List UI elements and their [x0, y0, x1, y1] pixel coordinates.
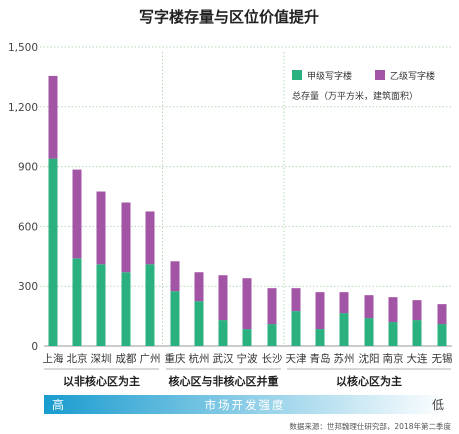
- legend-label-grade-b: 乙级写字楼: [390, 70, 435, 82]
- bar-grade-a: [315, 329, 325, 346]
- bar-grade-b: [437, 304, 447, 325]
- x-tick-label: 广州: [140, 353, 161, 365]
- bar-grade-b: [242, 278, 252, 330]
- bar-grade-a: [242, 329, 252, 346]
- bar-grade-a: [291, 311, 301, 346]
- bar-grade-a: [364, 318, 374, 346]
- y-tick-label: 300: [18, 281, 38, 293]
- legend-note: 总存量（万平方米，建筑面积）: [292, 90, 418, 102]
- bar-grade-a: [145, 264, 155, 346]
- y-tick-label: 600: [18, 221, 38, 233]
- x-tick-label: 上海: [43, 352, 64, 365]
- x-tick-label: 武汉: [213, 352, 234, 365]
- bar-grade-a: [412, 320, 422, 346]
- x-tick-label: 苏州: [334, 352, 355, 365]
- bar-grade-b: [194, 272, 204, 302]
- y-tick-label: 1,500: [8, 42, 38, 54]
- bar-grade-b: [170, 261, 180, 292]
- bar-grade-a: [339, 313, 349, 346]
- x-tick-label: 深圳: [91, 353, 112, 365]
- bar-grade-a: [170, 291, 180, 346]
- y-tick-label: 1,200: [8, 102, 38, 114]
- bar-grade-a: [218, 320, 228, 346]
- bar-grade-a: [194, 301, 204, 346]
- x-tick-label: 南京: [383, 352, 404, 365]
- x-tick-label: 重庆: [165, 352, 186, 365]
- bar-grade-b: [72, 169, 82, 259]
- bar-grade-b: [145, 211, 155, 265]
- gradient-center-label: 市场开发强度: [205, 398, 286, 412]
- bar-grade-a: [48, 158, 58, 346]
- bar-grade-b: [364, 295, 374, 319]
- gradient-right-label: 低: [432, 398, 444, 412]
- bar-grade-b: [218, 275, 228, 321]
- bar-grade-b: [48, 75, 58, 159]
- x-tick-label: 宁波: [237, 352, 258, 365]
- legend-swatch-grade-b: [375, 70, 385, 80]
- group-label: 以非核心区为主: [63, 374, 140, 388]
- bar-grade-b: [267, 288, 277, 325]
- legend-label-grade-a: 甲级写字楼: [307, 70, 352, 82]
- development-gradient-bar: [44, 395, 448, 414]
- x-tick-label: 无锡: [432, 352, 453, 365]
- x-tick-label: 沈阳: [359, 352, 380, 365]
- x-tick-label: 天津: [286, 353, 307, 365]
- bar-grade-b: [291, 288, 301, 312]
- bar-grade-a: [267, 324, 277, 346]
- bar-grade-a: [121, 272, 131, 346]
- gradient-left-label: 高: [52, 397, 64, 412]
- group-label: 核心区与非核心区并重: [169, 374, 279, 388]
- bar-grade-b: [339, 292, 349, 314]
- bar-grade-a: [388, 322, 398, 346]
- y-tick-label: 900: [18, 162, 38, 174]
- bar-grade-b: [96, 191, 106, 265]
- bar-grade-b: [388, 297, 398, 323]
- bar-grade-b: [121, 202, 131, 273]
- source-note: 数据来源：世邦魏理仕研究部，2018年第二季度: [289, 421, 451, 431]
- bar-grade-a: [437, 324, 447, 346]
- x-tick-label: 成都: [116, 353, 137, 365]
- x-tick-label: 杭州: [189, 352, 210, 365]
- y-tick-label: 0: [31, 341, 38, 353]
- legend-swatch-grade-a: [292, 70, 302, 80]
- bar-grade-b: [412, 300, 422, 321]
- group-label: 以核心区为主: [336, 374, 402, 388]
- x-tick-label: 长沙: [262, 353, 283, 365]
- x-tick-label: 北京: [67, 352, 88, 365]
- bar-grade-a: [72, 258, 82, 346]
- bar-grade-b: [315, 292, 325, 330]
- x-tick-label: 青岛: [310, 352, 331, 365]
- bar-grade-a: [96, 264, 106, 346]
- chart-title: 写字楼存量与区位价值提升: [139, 8, 319, 26]
- x-tick-label: 大连: [407, 352, 428, 365]
